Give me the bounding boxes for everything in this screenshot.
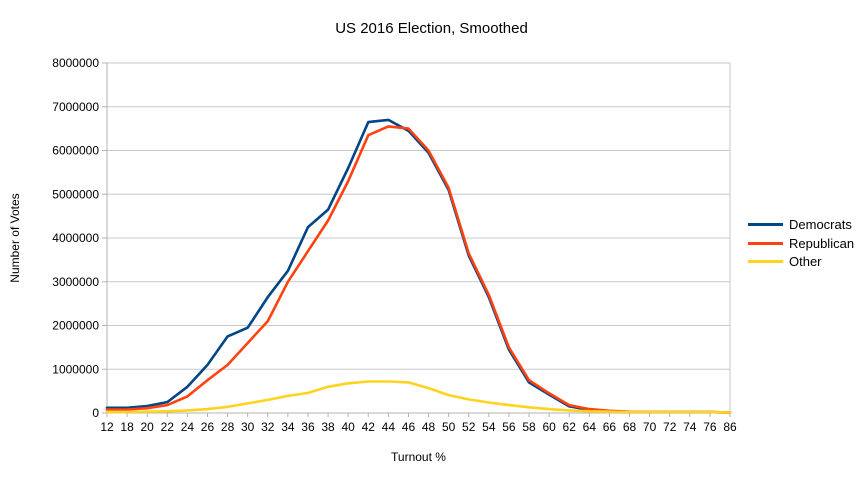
x-tick-label: 38 [321,420,335,434]
x-tick-label: 72 [663,420,677,434]
legend-item-democrats: Democrats [748,216,852,232]
y-tick-label: 6000000 [52,144,99,158]
x-tick-label: 86 [723,420,737,434]
y-tick-label: 4000000 [52,231,99,245]
x-tick-label: 36 [301,420,315,434]
x-tick-label: 34 [281,420,295,434]
x-tick-label: 64 [583,420,597,434]
x-tick-label: 74 [683,420,697,434]
chart-title: US 2016 Election, Smoothed [335,20,528,37]
legend-swatch-republican [748,241,783,245]
x-tick-label: 50 [442,420,456,434]
x-tick-label: 48 [422,420,436,434]
x-axis-title: Turnout % [391,450,446,464]
legend-swatch-other [748,259,783,263]
x-tick-label: 22 [161,420,175,434]
legend-label-republican: Republican [789,235,855,251]
x-tick-label: 26 [201,420,215,434]
y-tick-label: 3000000 [52,275,99,289]
series-line-democrats [105,118,732,414]
x-tick-label: 20 [141,420,155,434]
legend-label-democrats: Democrats [789,216,852,232]
series-line-other [105,380,732,414]
x-tick-label: 66 [603,420,617,434]
x-tick-label: 60 [542,420,556,434]
legend-item-other: Other [748,253,822,269]
legend-item-republican: Republican [748,235,854,251]
x-tick-label: 44 [382,420,396,434]
x-tick-label: 24 [181,420,195,434]
y-tick-label: 8000000 [52,56,99,70]
x-tick-label: 30 [241,420,255,434]
x-tick-label: 12 [100,420,114,434]
x-tick-label: 18 [120,420,134,434]
x-tick-label: 46 [402,420,416,434]
x-tick-label: 68 [623,420,637,434]
x-tick-label: 42 [362,420,376,434]
x-tick-label: 58 [522,420,536,434]
x-tick-label: 32 [261,420,275,434]
x-tick-label: 54 [482,420,496,434]
x-tick-label: 76 [703,420,717,434]
y-tick-label: 5000000 [52,187,99,201]
x-tick-label: 62 [563,420,577,434]
x-tick-label: 52 [462,420,476,434]
x-tick-label: 56 [502,420,516,434]
x-tick-label: 28 [221,420,235,434]
y-tick-label: 0 [92,406,99,420]
x-tick-label: 70 [643,420,657,434]
y-tick-label: 7000000 [52,100,99,114]
legend-label-other: Other [789,253,822,269]
y-tick-label: 1000000 [52,362,99,376]
x-tick-label: 40 [341,420,355,434]
y-tick-label: 2000000 [52,319,99,333]
legend-swatch-democrats [748,222,783,226]
